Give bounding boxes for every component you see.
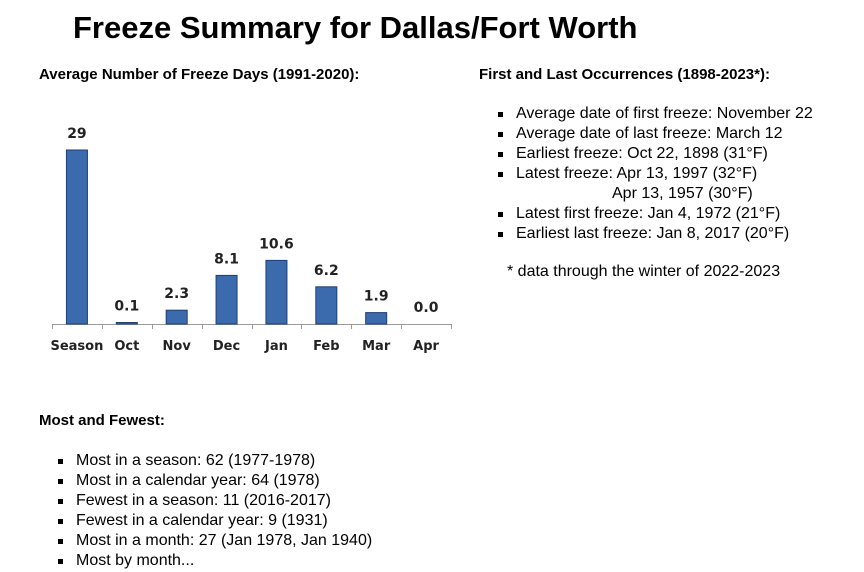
bar-nov [165, 309, 188, 325]
list-item: Latest first freeze: Jan 4, 1972 (21°F) [496, 204, 813, 224]
list-item: Apr 13, 1957 (30°F) [612, 185, 753, 202]
bar-oct [115, 322, 138, 325]
bar-value-label: 1.9 [364, 289, 389, 305]
bar-feb [315, 286, 338, 325]
category-label: Feb [313, 339, 339, 354]
list-item: Average date of first freeze: November 2… [496, 104, 813, 124]
category-label: Dec [213, 339, 240, 354]
category-label: Oct [114, 339, 139, 354]
most-fewest-list: Most in a season: 62 (1977-1978) Most in … [56, 451, 372, 571]
occurrences-list: Average date of first freeze: November 2… [496, 104, 813, 244]
freeze-days-bar-chart: 29 Season 0.1 Oct 2.3 Nov 8.1 Dec 10.6 Jan 6.2 Feb 1… [50, 126, 452, 354]
occurrences-heading: First and Last Occurrences (1898-2023*): [479, 66, 770, 83]
bar-season [65, 149, 88, 325]
list-item: Average date of last freeze: March 12 [496, 124, 813, 144]
category-label: Apr [413, 339, 439, 354]
footnote: * data through the winter of 2022-2023 [507, 263, 781, 280]
list-item: Earliest freeze: Oct 22, 1898 (31°F) [496, 144, 813, 164]
bar-jan [265, 259, 288, 325]
category-label: Jan [264, 339, 288, 354]
list-item: Earliest last freeze: Jan 8, 2017 (20°F) [496, 224, 813, 244]
list-item: Most in a calendar year: 64 (1978) [56, 471, 372, 491]
most-fewest-heading: Most and Fewest: [39, 412, 165, 429]
bar-mar [365, 312, 388, 325]
bar-value-label: 10.6 [259, 236, 294, 252]
bar-value-label: 0.0 [414, 300, 439, 316]
list-item: Fewest in a season: 11 (2016-2017) [56, 491, 372, 511]
page-title: Freeze Summary for Dallas/Fort Worth [73, 10, 638, 45]
category-label: Mar [362, 339, 391, 354]
list-item: Most in a month: 27 (Jan 1978, Jan 1940) [56, 531, 372, 551]
bar-dec [215, 274, 238, 325]
category-label: Nov [163, 339, 192, 354]
bar-value-label: 6.2 [314, 263, 339, 279]
list-item: Latest freeze: Apr 13, 1997 (32°F) [496, 164, 813, 184]
category-label: Season [50, 339, 103, 354]
bar-value-label: 2.3 [164, 286, 189, 302]
chart-heading: Average Number of Freeze Days (1991-2020… [39, 66, 360, 83]
list-item: Most by month... [56, 551, 372, 571]
bar-value-label: 0.1 [114, 299, 139, 315]
list-item: Most in a season: 62 (1977-1978) [56, 451, 372, 471]
bar-value-label: 8.1 [214, 251, 239, 267]
bar-value-label: 29 [67, 126, 86, 142]
list-item: Fewest in a calendar year: 9 (1931) [56, 511, 372, 531]
